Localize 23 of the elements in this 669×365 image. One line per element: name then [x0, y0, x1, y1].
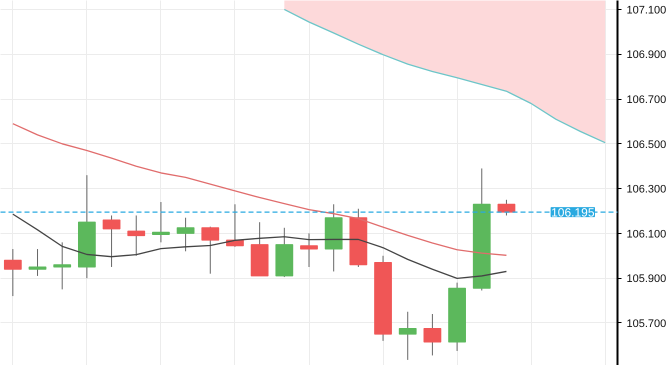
- candlestick: [152, 202, 170, 243]
- candlestick: [300, 232, 318, 268]
- line-series: [12, 123, 508, 256]
- y-tick-label: 106.500: [626, 138, 666, 151]
- candlestick: [201, 226, 220, 274]
- y-tick-label: 106.300: [626, 184, 666, 196]
- candlestick: [176, 217, 194, 252]
- candlestick: [424, 313, 442, 356]
- candlestick: [102, 214, 120, 268]
- y-tick-label: 107.100: [626, 4, 666, 16]
- y-tick-label: 106.100: [626, 228, 666, 240]
- candlestick: [53, 242, 72, 290]
- candlestick: [127, 214, 146, 256]
- candlestick: [398, 311, 417, 360]
- line-series: [12, 213, 508, 280]
- candlestick: [498, 199, 516, 216]
- candlestick: [28, 248, 46, 276]
- y-tick-label: 106.900: [626, 49, 666, 62]
- ref-line-label: 106.195: [551, 206, 595, 220]
- y-tick-label: 105.700: [626, 318, 666, 330]
- candlestick: [4, 248, 22, 297]
- y-tick-label: 106.700: [626, 94, 666, 106]
- y-tick-label: 105.900: [626, 273, 666, 286]
